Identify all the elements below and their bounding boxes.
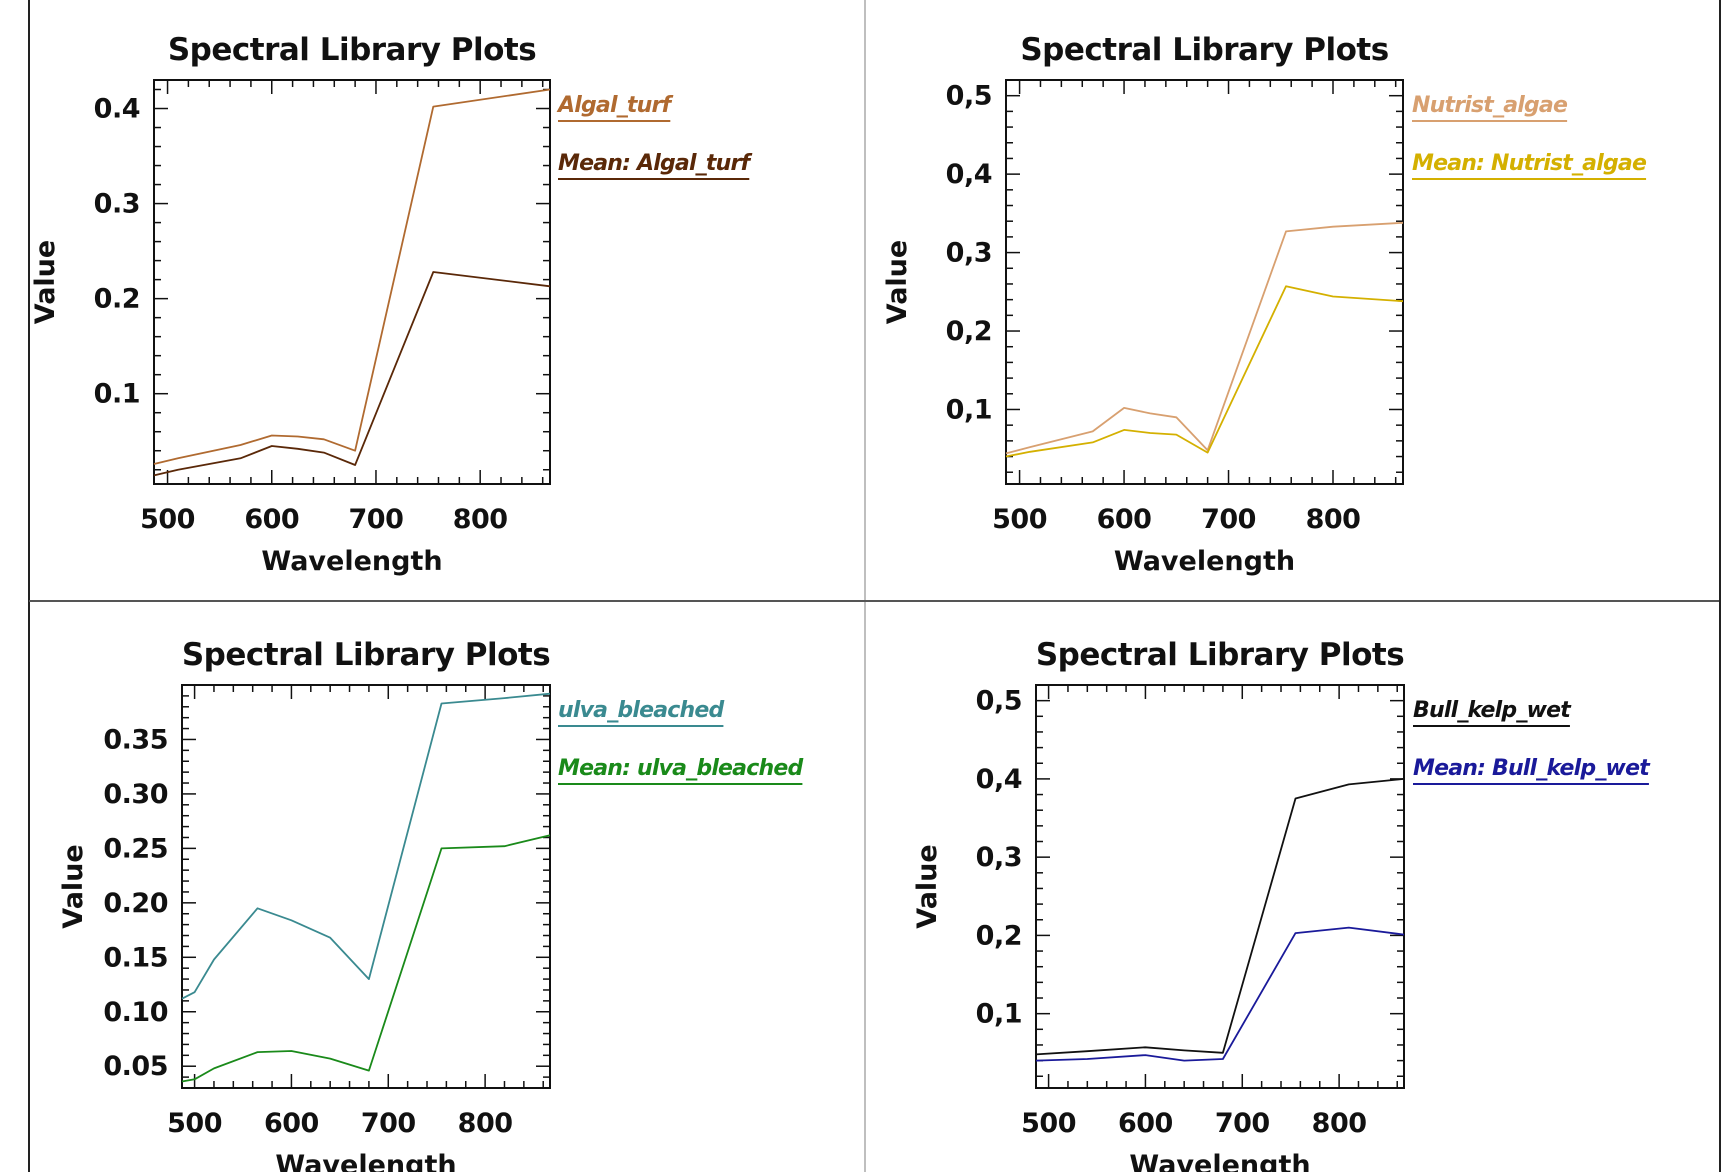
y-tick-label: 0.15 bbox=[103, 942, 168, 973]
x-tick-label: 500 bbox=[1021, 1108, 1076, 1139]
legend-entry-1: Bull_kelp_wet bbox=[1413, 698, 1572, 723]
spectral-chart-3: Spectral Library Plots 500 600 700 800Wavele… bbox=[58, 637, 804, 1172]
x-tick-label: 600 bbox=[1097, 504, 1152, 535]
y-tick-label: 0,1 bbox=[946, 394, 992, 425]
y-tick-label: 0,4 bbox=[946, 159, 992, 190]
x-tick-label: 700 bbox=[349, 504, 404, 535]
series-line-1 bbox=[1005, 221, 1404, 455]
x-tick-label: 700 bbox=[1201, 504, 1256, 535]
plot-panel-4: Spectral Library Plots 500 600 700 800 Wavele… bbox=[865, 601, 1730, 1172]
x-tick-label: 500 bbox=[992, 504, 1047, 535]
chart-title: Spectral Library Plots bbox=[1036, 637, 1404, 673]
plot-panel-3: Spectral Library Plots 500 600 700 800 Wavele… bbox=[0, 601, 865, 1172]
x-tick-label: 800 bbox=[453, 504, 508, 535]
x-tick-label: 500 bbox=[167, 1108, 222, 1139]
plot-panel-1: Spectral Library Plots 500 600 700 800 Wavele… bbox=[0, 0, 865, 601]
y-tick-label: 0.35 bbox=[103, 724, 168, 755]
y-axis-title: Value bbox=[58, 844, 89, 928]
y-tick-label: 0.20 bbox=[103, 888, 168, 919]
legend-entry-2: Mean: ulva_bleached bbox=[558, 756, 803, 781]
plot-panel-2: Spectral Library Plots 500 600 700 800 Wavele… bbox=[865, 0, 1730, 601]
legend-entry-2: Mean: Nutrist_algae bbox=[1412, 151, 1647, 176]
spectral-chart-4: Spectral Library Plots 500 600 700 800Wavele… bbox=[912, 637, 1652, 1172]
y-tick-label: 0,2 bbox=[946, 316, 992, 347]
y-axis-title: Value bbox=[912, 844, 943, 928]
y-tick-label: 0.3 bbox=[94, 189, 140, 220]
y-tick-label: 0.25 bbox=[103, 833, 168, 864]
series-line-2 bbox=[181, 834, 551, 1083]
series-line-2 bbox=[1035, 926, 1405, 1062]
x-axis-title: Wavelength bbox=[275, 1150, 456, 1172]
x-tick-label: 800 bbox=[458, 1108, 513, 1139]
spectral-chart-1: Spectral Library Plots 500 600 700 800 Wavele… bbox=[30, 32, 753, 577]
plot-frame bbox=[1005, 79, 1404, 485]
x-tick-label: 600 bbox=[264, 1108, 319, 1139]
legend-entry-2: Mean: Bull_kelp_wet bbox=[1413, 756, 1651, 781]
x-axis-title: Wavelength bbox=[261, 546, 442, 577]
x-tick-label: 600 bbox=[244, 504, 299, 535]
series-line-1 bbox=[181, 692, 551, 1000]
y-tick-label: 0.2 bbox=[94, 284, 140, 315]
y-axis-title: Value bbox=[882, 240, 913, 324]
y-tick-label: 0,1 bbox=[976, 999, 1022, 1030]
x-axis-title: Wavelength bbox=[1129, 1150, 1310, 1172]
y-tick-label: 0.4 bbox=[94, 94, 140, 125]
chart-title: Spectral Library Plots bbox=[1020, 32, 1388, 68]
legend-entry-2: Mean: Algal_turf bbox=[558, 151, 753, 176]
y-axis-title: Value bbox=[30, 240, 61, 324]
x-axis-title: Wavelength bbox=[1114, 546, 1295, 577]
series-line-1 bbox=[1035, 778, 1405, 1056]
x-tick-label: 700 bbox=[361, 1108, 416, 1139]
y-tick-label: 0.1 bbox=[94, 379, 140, 410]
y-tick-label: 0.30 bbox=[103, 779, 168, 810]
y-tick-label: 0,2 bbox=[976, 920, 1022, 951]
legend-entry-1: Algal_turf bbox=[556, 93, 674, 118]
legend-entry-1: Nutrist_algae bbox=[1412, 93, 1568, 118]
x-tick-label: 500 bbox=[140, 504, 195, 535]
legend-entry-1: ulva_bleached bbox=[558, 698, 724, 723]
plot-frame bbox=[153, 79, 551, 485]
y-tick-label: 0,4 bbox=[976, 764, 1022, 795]
series-line-1 bbox=[153, 88, 551, 465]
plot-frame bbox=[1035, 684, 1405, 1089]
y-tick-label: 0,5 bbox=[976, 686, 1022, 717]
y-tick-label: 0,3 bbox=[976, 842, 1022, 873]
y-tick-label: 0,5 bbox=[946, 81, 992, 112]
chart-title: Spectral Library Plots bbox=[182, 637, 550, 673]
spectral-chart-2: Spectral Library Plots 500 600 700 800 Wavele… bbox=[882, 32, 1648, 577]
chart-title: Spectral Library Plots bbox=[168, 32, 536, 68]
x-tick-label: 700 bbox=[1215, 1108, 1270, 1139]
plot-frame bbox=[181, 684, 551, 1089]
x-tick-label: 800 bbox=[1306, 504, 1361, 535]
x-tick-label: 800 bbox=[1312, 1108, 1367, 1139]
y-tick-label: 0.10 bbox=[103, 997, 168, 1028]
series-line-2 bbox=[153, 271, 551, 477]
series-line-2 bbox=[1005, 285, 1404, 458]
y-tick-label: 0,3 bbox=[946, 238, 992, 269]
x-tick-label: 600 bbox=[1118, 1108, 1173, 1139]
y-tick-label: 0.05 bbox=[103, 1051, 168, 1082]
